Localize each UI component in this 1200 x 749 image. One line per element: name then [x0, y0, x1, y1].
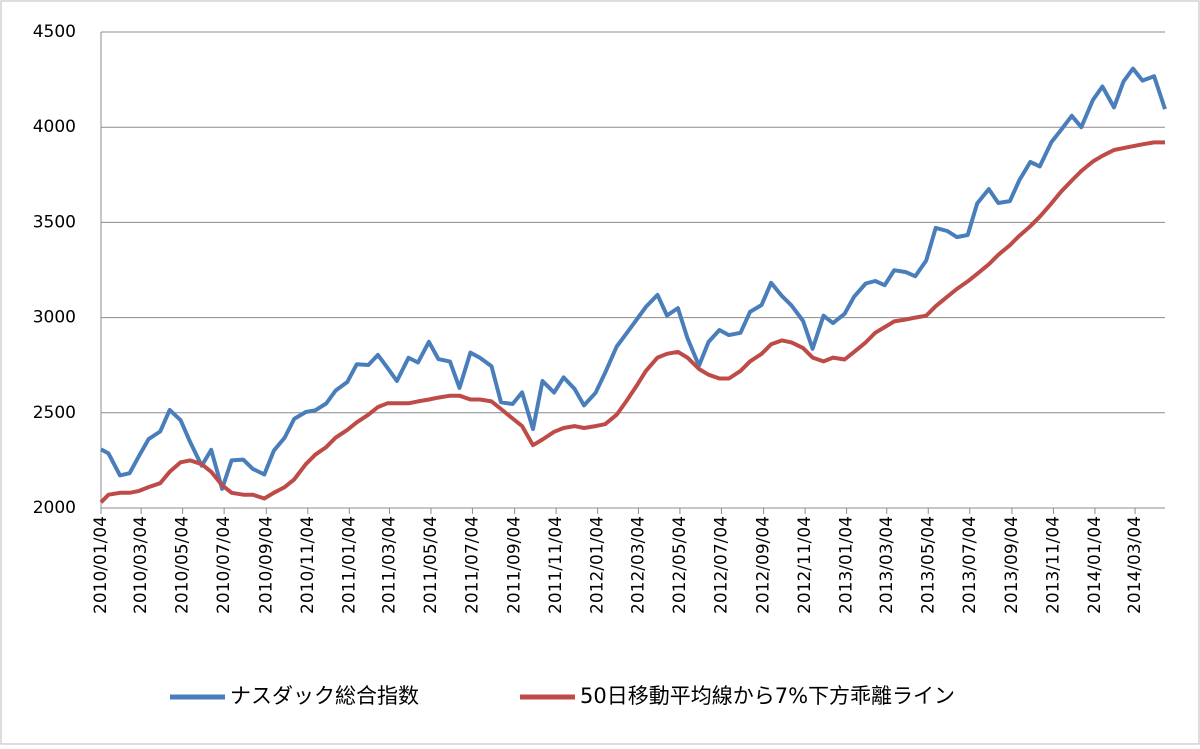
y-tick-label: 4500	[33, 22, 76, 42]
x-tick-label: 2013/05/04	[918, 516, 938, 614]
x-tick-label: 2011/07/04	[462, 516, 482, 614]
x-tick-label: 2012/03/04	[628, 516, 648, 614]
x-tick-label: 2012/09/04	[754, 516, 774, 614]
x-tick-label: 2014/01/04	[1085, 516, 1105, 614]
y-tick-label: 2000	[33, 498, 76, 518]
series-line	[99, 140, 1165, 504]
x-tick-label: 2013/09/04	[1002, 516, 1022, 614]
x-tick-label: 2014/03/04	[1125, 516, 1145, 614]
x-tick-label: 2012/05/04	[670, 516, 690, 614]
x-tick-label: 2013/11/04	[1043, 516, 1063, 614]
x-tick-label: 2012/07/04	[711, 516, 731, 614]
x-tick-label: 2010/01/04	[91, 516, 111, 614]
y-tick-label: 3500	[33, 212, 76, 232]
x-tick-label: 2012/11/04	[795, 516, 815, 614]
x-tick-label: 2010/03/04	[131, 516, 151, 614]
x-tick-label: 2013/01/04	[837, 516, 857, 614]
x-tick-label: 2011/05/04	[421, 516, 441, 614]
x-tick-label: 2012/01/04	[588, 516, 608, 614]
x-tick-label: 2011/11/04	[546, 516, 566, 614]
x-tick-label: 2011/01/04	[339, 516, 359, 614]
x-tick-label: 2010/11/04	[298, 516, 318, 614]
x-tick-label: 2010/09/04	[256, 516, 276, 614]
series-line	[100, 66, 1167, 491]
x-tick-label: 2011/03/04	[379, 516, 399, 614]
x-tick-label: 2010/07/04	[214, 516, 234, 614]
x-tick-label: 2011/09/04	[505, 516, 525, 614]
x-tick-label: 2013/03/04	[877, 516, 897, 614]
legend-label: ナスダック総合指数	[230, 684, 419, 708]
y-tick-label: 3000	[33, 308, 76, 328]
legend-label: 50日移動平均線から7%下方乖離ライン	[580, 684, 955, 708]
x-tick-label: 2010/05/04	[173, 516, 193, 614]
y-tick-label: 2500	[33, 403, 76, 423]
x-tick-label: 2013/07/04	[960, 516, 980, 614]
y-tick-label: 4000	[33, 117, 76, 137]
